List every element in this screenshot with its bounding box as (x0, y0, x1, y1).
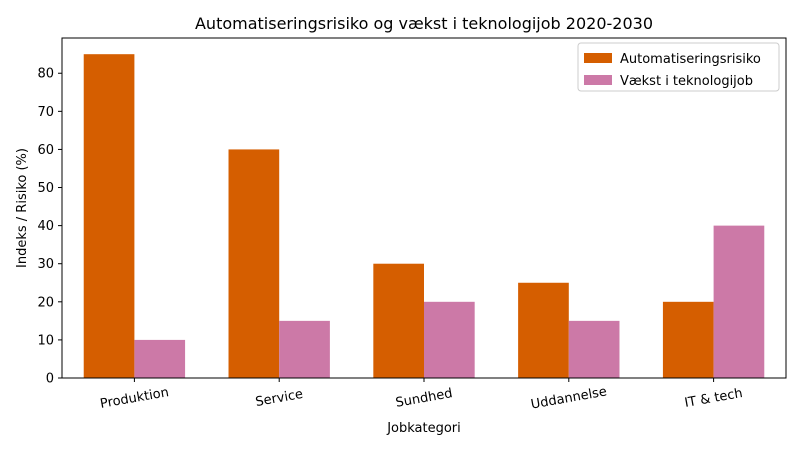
bar-risk-2 (373, 263, 424, 378)
x-tick-label: IT & tech (683, 386, 743, 411)
y-tick-label: 80 (37, 67, 54, 82)
legend-label: Vækst i teknologijob (620, 74, 753, 89)
bar-risk-0 (83, 54, 135, 378)
y-tick-label: 10 (37, 333, 54, 348)
y-axis: 0 10 20 30 40 50 60 70 80 (37, 67, 62, 387)
bar-growth-2 (424, 301, 475, 378)
bar-risk-4 (662, 301, 714, 378)
y-tick-label: 60 (37, 143, 54, 158)
y-tick-label: 40 (37, 219, 54, 234)
bar-growth-3 (568, 320, 620, 378)
legend-label: Automatiseringsrisiko (620, 52, 761, 67)
x-tick-label: Sundhed (394, 386, 453, 411)
y-tick-label: 0 (46, 372, 54, 387)
x-tick-label: Uddannelse (530, 384, 608, 412)
x-axis: Produktion Service Sundhed Uddannelse IT & t… (99, 378, 744, 413)
bar-risk-3 (518, 282, 569, 378)
y-tick-label: 30 (37, 257, 54, 272)
x-tick-label: Produktion (99, 385, 170, 412)
y-tick-label: 20 (37, 295, 54, 310)
legend-box (577, 42, 780, 92)
y-tick-label: 50 (37, 181, 54, 196)
bar-risk-1 (228, 149, 280, 378)
legend: Automatiseringsrisiko Vækst i teknologijo… (577, 42, 780, 92)
chart-title: Automatiseringsrisiko og vækst i teknolo… (195, 14, 653, 33)
bar-growth-0 (134, 339, 186, 378)
bar-growth-1 (279, 320, 330, 378)
y-axis-label: Indeks / Risiko (%) (15, 148, 30, 268)
x-tick-label: Service (254, 387, 304, 410)
legend-swatch (584, 75, 612, 85)
legend-swatch (584, 53, 612, 63)
plot-area (61, 37, 787, 379)
bar-growth-4 (713, 225, 765, 378)
y-tick-label: 70 (37, 105, 54, 120)
x-axis-label: Jobkategori (386, 421, 461, 436)
